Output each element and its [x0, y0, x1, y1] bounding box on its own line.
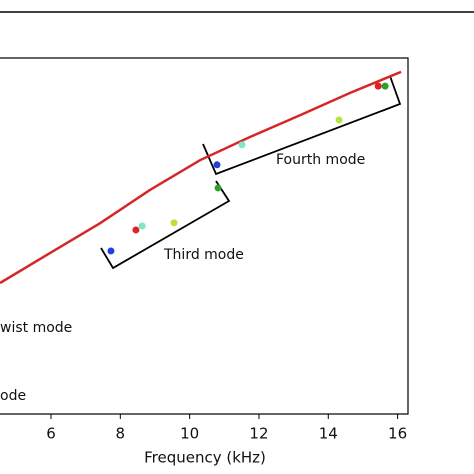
point: [107, 247, 115, 255]
point: [214, 184, 222, 192]
point: [132, 226, 140, 234]
annotation: ode: [0, 388, 26, 404]
point: [138, 222, 146, 230]
annotation: Fourth mode: [276, 152, 365, 168]
bracket: [202, 75, 402, 176]
x-tick-label: 6: [46, 425, 56, 443]
annotation: Third mode: [163, 247, 244, 263]
curve: [0, 70, 402, 285]
x-tick-label: 14: [319, 425, 338, 443]
point: [238, 141, 246, 149]
bracket: [100, 180, 231, 270]
point: [213, 161, 221, 169]
x-tick-label: 12: [249, 425, 268, 443]
point: [374, 82, 382, 90]
x-tick-label: 16: [388, 425, 407, 443]
x-tick-label: 10: [180, 425, 199, 443]
point: [381, 82, 389, 90]
plot-frame: [0, 57, 409, 415]
x-tick-label: 8: [116, 425, 126, 443]
point: [170, 219, 178, 227]
point: [335, 116, 343, 124]
x-axis-label: Frequency (kHz): [144, 449, 266, 467]
annotation: wist mode: [0, 320, 72, 336]
